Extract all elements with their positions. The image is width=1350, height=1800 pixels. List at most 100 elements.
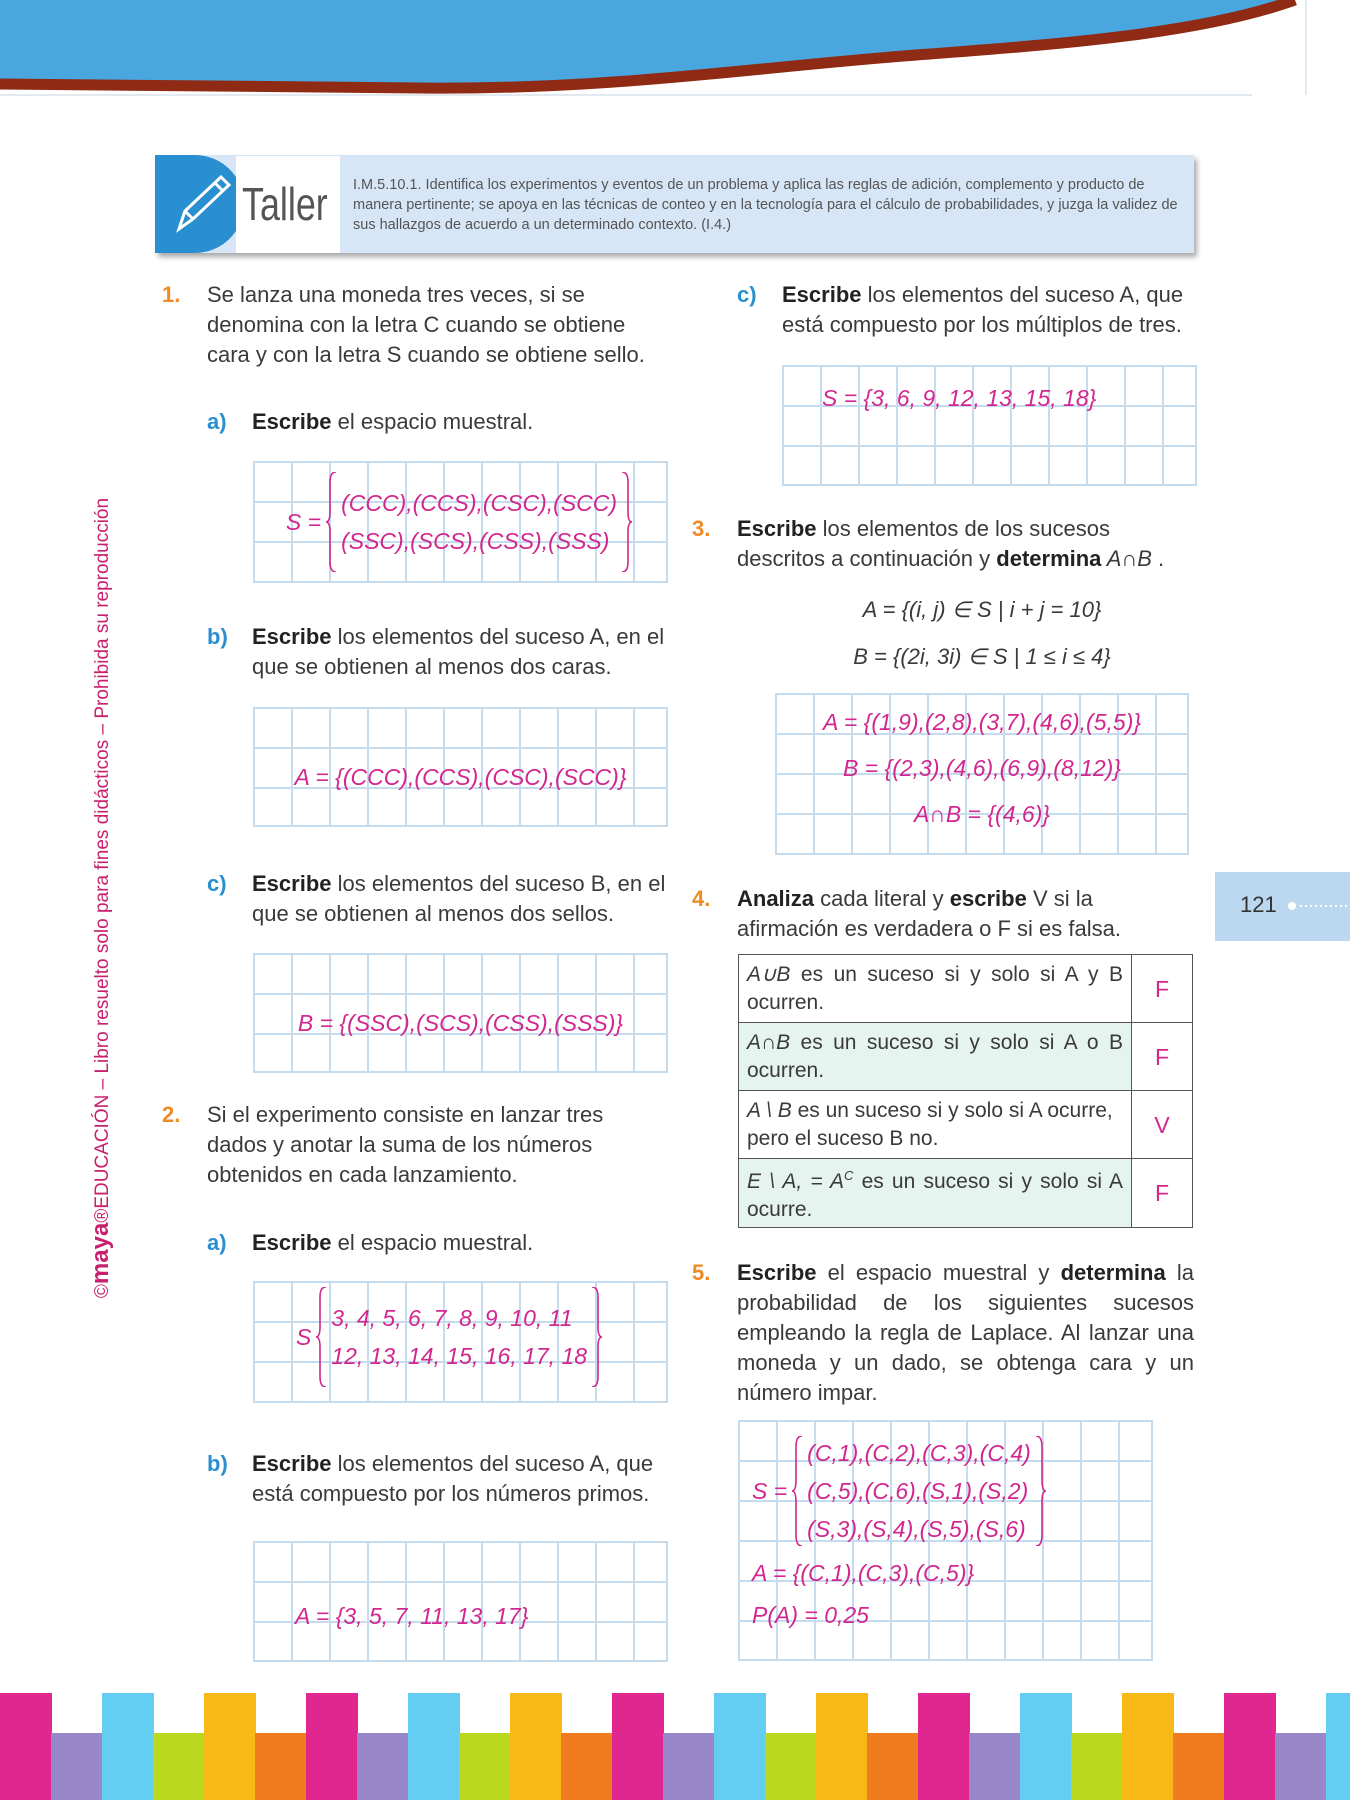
text-run: los elementos del suceso A, en el que se… [252,624,665,679]
bottom-stripes [0,1693,1350,1800]
table-row: E \ A, = AC es un suceso si y solo si A … [738,1158,1193,1228]
prompt: Escribe los elementos del suceso A, que … [782,280,1194,340]
stripe [1173,1733,1225,1800]
page-dots [1288,902,1350,910]
answer: A = {3, 5, 7, 11, 13, 17} [295,1602,529,1629]
answer: B = {(SSC),(SCS),(CSS),(SSS)} [297,1010,624,1036]
stripe [714,1693,766,1800]
stripe [561,1733,613,1800]
brace [590,1287,602,1387]
set-line: 3, 4, 5, 6, 7, 8, 9, 10, 11 [331,1305,573,1331]
set-line: (CCC),(CCS),(CSC),(SCC) [341,490,618,516]
part-label: a) [207,409,227,434]
stripe [612,1693,664,1800]
text-run: Escribe [782,282,862,307]
text-run: los elementos de los sucesos descritos a… [737,516,1110,571]
sidebar-note: ®EDUCACIÓN – Libro resuelto solo para fi… [92,497,113,1223]
text-run: Escribe [252,1451,332,1476]
answer-grid: A = {3, 5, 7, 11, 13, 17} [253,1541,668,1662]
answer: A = {(1,9),(2,8),(3,7),(4,6),(5,5)} [822,709,1142,735]
part-label: b) [207,1451,228,1476]
text-run: los elementos del suceso B, en el que se… [252,871,666,926]
prompt: Escribe el espacio muestral. [252,407,667,437]
stripe [255,1733,307,1800]
stripe [0,1693,52,1800]
statement: Escribe el espacio muestral y determina … [737,1258,1194,1408]
text: F [1131,1022,1193,1091]
text: F [1131,1158,1193,1228]
sidebar-text: ©maya®EDUCACIÓN – Libro resuelto solo pa… [87,498,115,1298]
stripe [102,1693,154,1800]
table-row: A \ B es un suceso si y solo si A ocurre… [738,1090,1193,1159]
stripe [816,1693,868,1800]
part-label: b) [207,624,228,649]
text-run: el espacio muestral y [816,1260,1061,1285]
badge: Taller [242,178,328,230]
definition: A = {(i, j) ∈ S | i + j = 10} [862,597,1102,622]
text-run: V si la afirmación es verdadera o F si e… [737,886,1121,941]
exercise-number: 5. [692,1260,711,1285]
stripe [663,1733,715,1800]
text-run: la probabilidad de los siguientes suceso… [737,1260,1194,1405]
answer-grid: A = {(1,9),(2,8),(3,7),(4,6),(5,5)} B = … [775,693,1189,855]
page-number: 121 [1240,892,1277,917]
text-run: Escribe [252,409,332,434]
brand: maya [87,1222,114,1285]
text-run: A∩B [1101,546,1152,571]
stripe [969,1733,1021,1800]
stripe [765,1733,817,1800]
part-label: c) [207,871,227,896]
set-line: (C,5),(C,6),(S,1),(S,2) [807,1478,1029,1504]
set-line: (SSC),(SCS),(CSS),(SSS) [341,528,610,554]
stripe [459,1733,511,1800]
text: es un suceso si y solo si A ocurre. [747,1170,1123,1221]
answer-grid: S = (C,1),(C,2),(C,3),(C,4) (C,5),(C,6),(S… [738,1420,1153,1661]
stripe [408,1693,460,1800]
text-run: cada literal y [814,886,950,911]
objective: I.M.5.10.1. Identifica los experimentos … [353,177,1178,233]
answer-grid: B = {(SSC),(SCS),(CSS),(SSS)} [253,953,668,1073]
set-lines: 3, 4, 5, 6, 7, 8, 9, 10, 11 12, 13, 14, 1… [331,1299,587,1375]
set-line: 12, 13, 14, 15, 16, 17, 18 [331,1343,588,1369]
answer: S = {3, 6, 9, 12, 13, 15, 18} [822,385,1097,411]
stripe [1275,1733,1327,1800]
prompt: Escribe los elementos del suceso A, en e… [252,622,667,682]
text-run: Escribe [252,1230,332,1255]
set-lines: (CCC),(CCS),(CSC),(SCC) (SSC),(SCS),(CSS)… [341,484,617,560]
answer-grid: S = {3, 6, 9, 12, 13, 15, 18} [782,365,1197,486]
text-run: . [1151,546,1165,571]
answer: A∩B = {(4,6)} [913,801,1051,827]
stripe [1326,1693,1350,1800]
answer: B = {(2,3),(4,6),(6,9),(8,12)} [842,755,1122,781]
set-lines: (C,1),(C,2),(C,3),(C,4) (C,5),(C,6),(S,1)… [807,1434,1031,1548]
page-tab [1215,872,1350,941]
set-line: (C,1),(C,2),(C,3),(C,4) [807,1440,1031,1466]
table-row: A∩B es un suceso si y solo si A o B ocur… [738,1022,1193,1091]
text: es un suceso si y solo si A o B ocurren. [747,1030,1123,1082]
set-lead: S = [752,1477,788,1504]
part-label: a) [207,1230,227,1255]
stripe [1122,1693,1174,1800]
text: C [844,1168,854,1183]
set-answer: S = (C,1),(C,2),(C,3),(C,4) (C,5),(C,6),(S… [752,1434,1049,1548]
text: A \ B [747,1098,792,1122]
statement: Escribe los elementos de los sucesos des… [737,514,1194,574]
set-answer: S = (CCC),(CCS),(CSC),(SCC) (SSC),(SCS),(C… [286,470,635,574]
table-row: A∪B es un suceso si y solo si A y B ocur… [738,954,1193,1023]
brace [620,472,632,572]
answer-grid: S = (CCC),(CCS),(CSC),(SCC) (SSC),(SCS),(C… [253,461,668,583]
text: A∪B [747,962,791,986]
stripe [1020,1693,1072,1800]
stripe [153,1733,205,1800]
text-run: los elementos del suceso A, que está com… [252,1451,654,1506]
text: es un suceso si y solo si A y B ocurren. [747,962,1123,1014]
stripe [1071,1733,1123,1800]
prompt: Escribe los elementos del suceso B, en e… [252,869,667,929]
copyright: © [92,1284,113,1299]
prompt: Escribe los elementos del suceso A, que … [252,1449,667,1509]
badge-bg [236,156,340,253]
brace [316,1287,328,1387]
statement: Analiza cada literal y escribe V si la a… [737,884,1194,944]
text-run: Escribe [737,516,817,541]
